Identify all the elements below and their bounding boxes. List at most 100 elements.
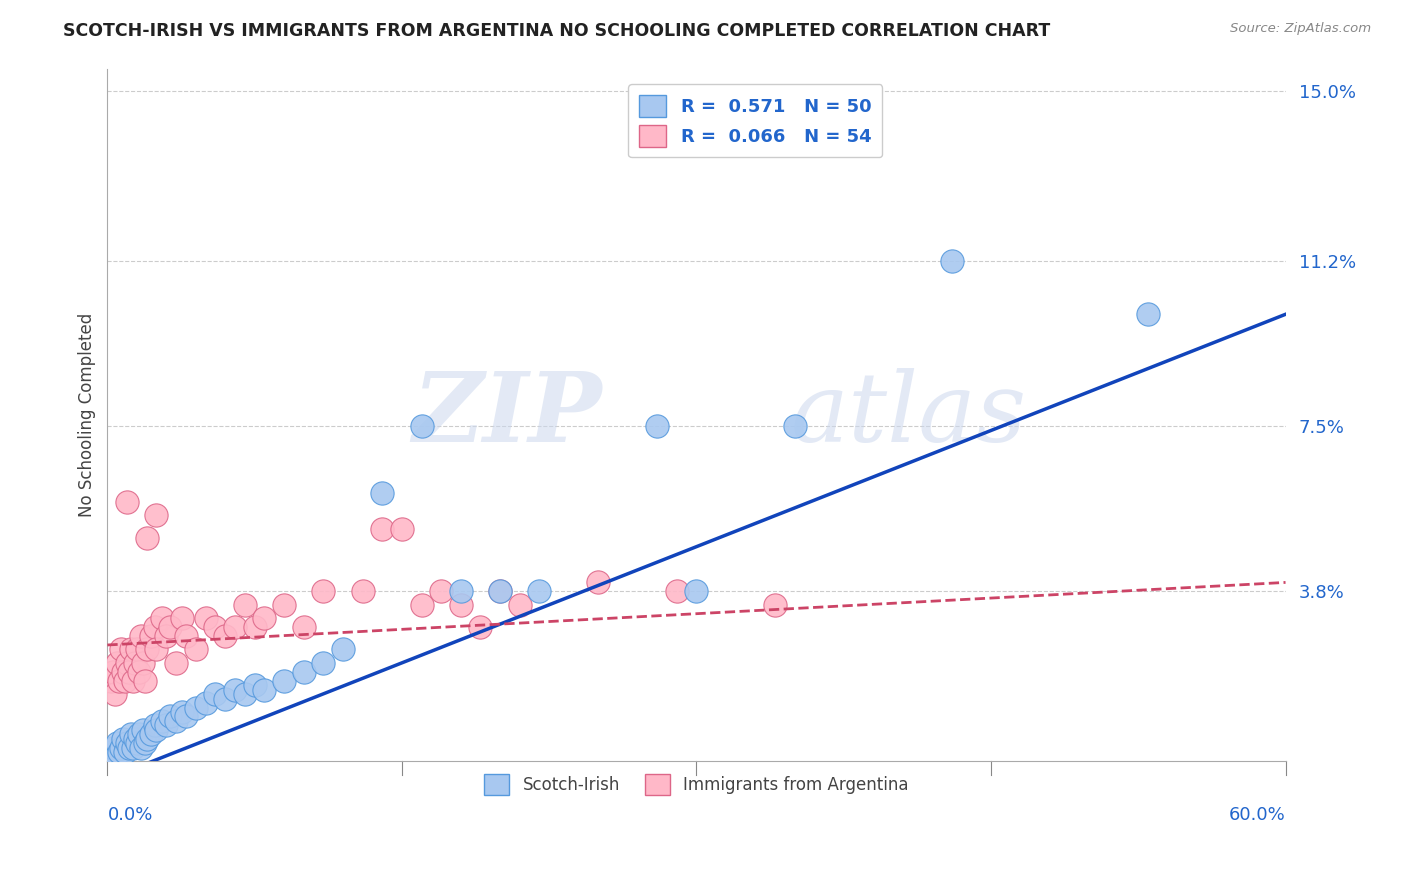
Point (174, 629, 197, 643)
Point (312, 584, 335, 599)
Point (132, 656, 155, 670)
Point (112, 665, 135, 679)
Point (124, 731, 146, 746)
Point (124, 656, 146, 670)
Point (243, 678, 266, 692)
Point (150, 714, 173, 728)
Point (165, 656, 187, 670)
Point (128, 665, 150, 679)
Point (105, 656, 128, 670)
Point (371, 522, 394, 536)
Point (103, 665, 125, 679)
Point (170, 705, 193, 719)
Point (332, 642, 354, 657)
Point (104, 687, 127, 701)
Point (273, 673, 295, 688)
Point (430, 584, 453, 599)
Point (170, 611, 193, 625)
Point (665, 584, 688, 599)
Point (391, 522, 413, 536)
Point (371, 486, 394, 500)
Point (450, 584, 472, 599)
Point (125, 642, 148, 657)
Point (122, 673, 145, 688)
Text: Source: ZipAtlas.com: Source: ZipAtlas.com (1230, 22, 1371, 36)
Point (243, 620, 266, 634)
Point (763, 598, 786, 612)
Point (115, 736, 138, 750)
Point (224, 682, 246, 697)
Point (139, 629, 162, 643)
Point (253, 682, 276, 697)
Point (312, 656, 335, 670)
Point (110, 740, 132, 755)
Point (120, 727, 142, 741)
Point (100, 745, 122, 759)
Point (489, 584, 512, 599)
Point (134, 673, 156, 688)
Point (129, 740, 152, 755)
Text: atlas: atlas (790, 368, 1026, 462)
Point (118, 665, 141, 679)
Point (145, 642, 167, 657)
Point (352, 584, 374, 599)
Point (273, 598, 295, 612)
Point (489, 584, 512, 599)
Point (110, 642, 132, 657)
Point (132, 723, 155, 737)
Point (150, 611, 173, 625)
Point (105, 736, 128, 750)
Point (115, 656, 138, 670)
Point (114, 673, 136, 688)
Point (941, 253, 963, 268)
Point (292, 665, 315, 679)
Point (214, 629, 236, 643)
Point (135, 731, 157, 746)
Point (411, 419, 433, 434)
Point (588, 575, 610, 590)
Point (103, 740, 125, 755)
Point (645, 419, 668, 434)
Point (145, 508, 167, 523)
Point (214, 691, 236, 706)
Point (165, 714, 187, 728)
Point (125, 736, 148, 750)
Point (155, 629, 177, 643)
Point (135, 531, 157, 545)
Point (292, 620, 315, 634)
Point (108, 673, 131, 688)
Point (204, 687, 226, 701)
Point (128, 727, 150, 741)
Point (145, 723, 167, 737)
Legend: Scotch-Irish, Immigrants from Argentina: Scotch-Irish, Immigrants from Argentina (478, 768, 915, 801)
Point (253, 611, 276, 625)
Point (122, 740, 145, 755)
Point (411, 598, 433, 612)
Point (100, 673, 122, 688)
Point (120, 642, 142, 657)
Point (104, 749, 127, 764)
Point (184, 642, 207, 657)
Point (143, 620, 166, 634)
Point (204, 620, 226, 634)
Point (783, 419, 806, 434)
Point (112, 731, 135, 746)
Point (134, 736, 156, 750)
Point (470, 620, 492, 634)
Point (114, 745, 136, 759)
Point (129, 629, 152, 643)
Point (194, 696, 217, 710)
Point (155, 718, 177, 732)
Point (509, 598, 531, 612)
Point (224, 620, 246, 634)
Point (139, 727, 162, 741)
Point (1137, 307, 1160, 321)
Point (159, 709, 181, 723)
Text: 0.0%: 0.0% (107, 805, 153, 824)
Point (143, 718, 166, 732)
Text: ZIP: ZIP (412, 368, 602, 462)
Point (174, 709, 197, 723)
Point (194, 611, 217, 625)
Point (450, 598, 472, 612)
Point (108, 745, 131, 759)
